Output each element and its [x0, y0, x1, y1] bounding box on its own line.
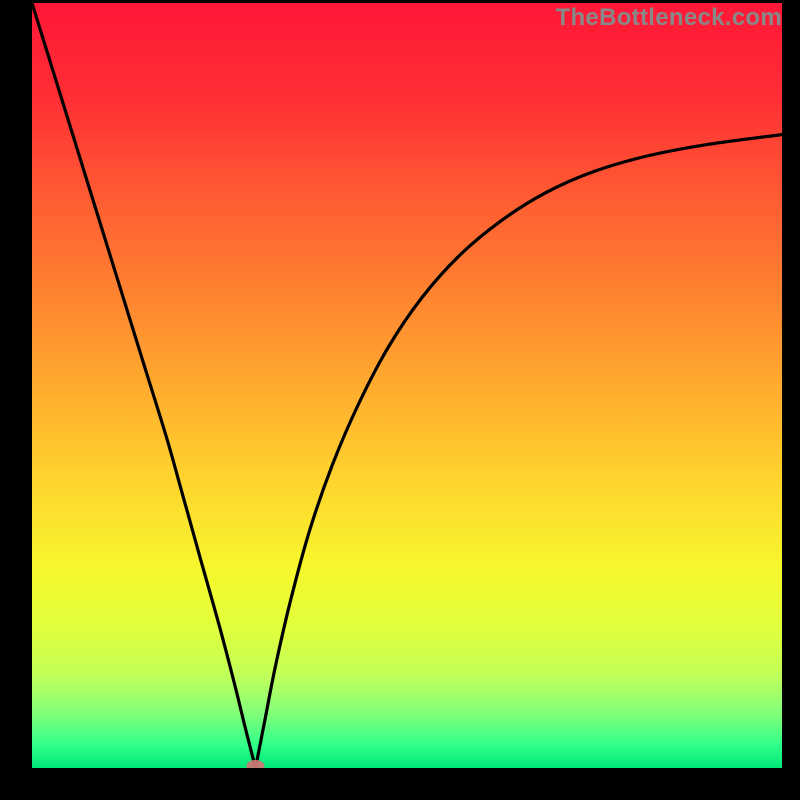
chart-background	[32, 3, 782, 768]
watermark-text: TheBottleneck.com	[556, 4, 782, 32]
bottleneck-chart	[0, 0, 800, 800]
